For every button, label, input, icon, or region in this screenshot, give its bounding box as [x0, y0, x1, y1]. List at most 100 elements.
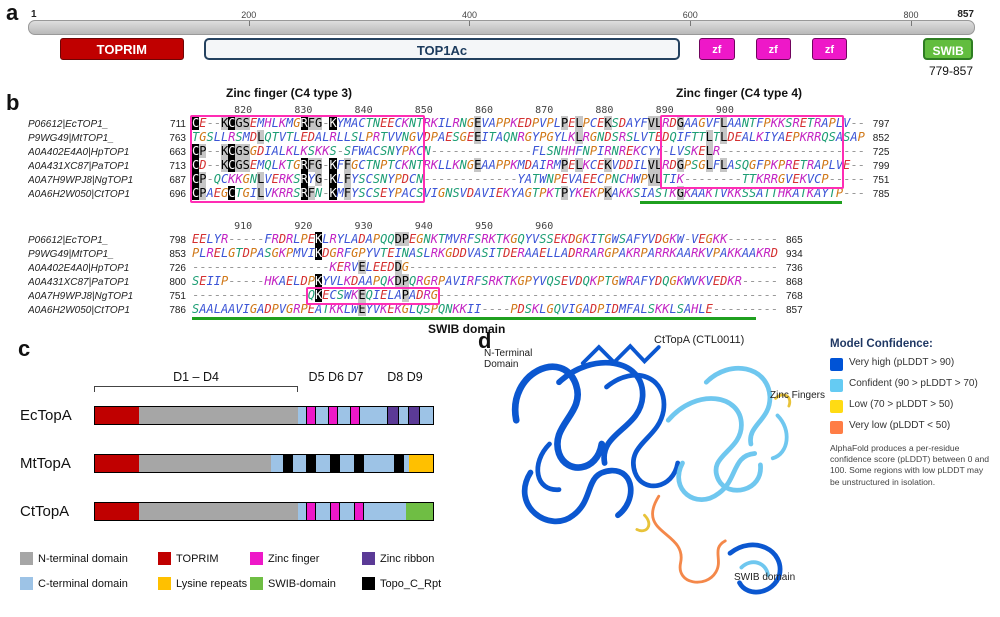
residue: K: [220, 158, 229, 172]
residue: -: [727, 144, 735, 158]
residue: Y: [517, 172, 525, 186]
segment-toprim: [95, 503, 139, 520]
residue: V: [481, 116, 489, 130]
residue: V: [640, 130, 648, 144]
residue: L: [206, 232, 214, 246]
confidence-label: Confident (90 > pLDDT > 70): [849, 378, 978, 389]
residue: P: [365, 130, 373, 144]
residue: E: [322, 288, 330, 302]
residue: S: [626, 130, 634, 144]
residue: K: [510, 158, 518, 172]
residue: N: [459, 158, 467, 172]
segment-zf: [306, 407, 317, 424]
residue: -: [741, 274, 750, 288]
residue: E: [474, 158, 482, 172]
residue: L: [271, 158, 279, 172]
residue: -: [683, 172, 692, 186]
residue: R: [763, 172, 771, 186]
residue: -: [495, 172, 504, 186]
residue: D: [611, 302, 619, 316]
residue: H: [626, 172, 634, 186]
segment-toprim: [95, 455, 139, 472]
residue: P: [560, 116, 569, 130]
residue: W: [358, 144, 366, 158]
residue: E: [474, 130, 482, 144]
residue: -: [741, 144, 750, 158]
residue: S: [828, 130, 836, 144]
residue: -: [228, 260, 236, 274]
residue: F: [474, 274, 482, 288]
residue: R: [278, 186, 287, 200]
end-number: 785: [872, 189, 890, 200]
residue: A: [409, 288, 417, 302]
residue: -: [307, 260, 315, 274]
residue: D: [604, 130, 612, 144]
residue: E: [553, 232, 561, 246]
residue: L: [336, 130, 344, 144]
residue: V: [560, 302, 569, 316]
residue: N: [372, 116, 381, 130]
residue: -: [452, 260, 460, 274]
residue: -: [741, 232, 750, 246]
residue: D: [524, 158, 533, 172]
residue: L: [705, 144, 713, 158]
alignment-row: A0A402E4A0|HpTOP1 663 CP--KCGSGDIALKLKSKKS…: [28, 144, 983, 158]
residue: -: [604, 260, 612, 274]
residue: T: [691, 130, 699, 144]
residue: E: [698, 232, 706, 246]
residue: G: [286, 302, 294, 316]
residue: -: [495, 288, 504, 302]
residue: -: [459, 260, 467, 274]
residue: L: [655, 172, 663, 186]
start-number: 763: [169, 133, 186, 144]
residue: -: [568, 260, 576, 274]
residue: -: [814, 144, 822, 158]
residue: -: [206, 116, 214, 130]
residue: K: [589, 274, 598, 288]
confidence-swatch: [830, 358, 843, 371]
residue: N: [611, 144, 619, 158]
residue: A: [437, 130, 446, 144]
residue: E: [734, 130, 742, 144]
residue: E: [307, 232, 315, 246]
residue: T: [662, 172, 670, 186]
residue: L: [640, 158, 648, 172]
residue: K: [676, 172, 684, 186]
residue: K: [604, 158, 612, 172]
residue: E: [380, 116, 388, 130]
residue: Y: [213, 232, 221, 246]
residue: G: [676, 158, 684, 172]
residue: T: [828, 186, 836, 200]
residue: S: [307, 144, 315, 158]
residue: G: [220, 186, 229, 200]
residue: E: [792, 172, 800, 186]
residue: L: [445, 116, 453, 130]
residue: V: [647, 158, 655, 172]
residue: E: [213, 186, 221, 200]
residue: V: [691, 274, 699, 288]
residue: D: [300, 274, 308, 288]
residue: I: [213, 274, 221, 288]
residue: K: [633, 144, 641, 158]
legend-label: Lysine repeats: [176, 577, 248, 590]
legend-item-zf: Zinc finger: [250, 552, 362, 565]
residue: K: [220, 144, 229, 158]
residue: G: [235, 144, 243, 158]
residue: E: [372, 260, 381, 274]
residue: D: [387, 260, 395, 274]
residue: D: [575, 274, 583, 288]
residue: P: [199, 172, 207, 186]
residue: P: [821, 172, 829, 186]
residue: A: [734, 116, 742, 130]
residue: D: [655, 274, 663, 288]
scale-tick-label: 800: [903, 10, 919, 20]
end-number: 725: [872, 147, 890, 158]
residue: -: [430, 144, 438, 158]
zinc-finger-c4-type4-title: Zinc finger (C4 type 4): [676, 86, 803, 100]
residue: L: [343, 130, 352, 144]
residue: -: [474, 144, 482, 158]
residue: V: [278, 130, 287, 144]
residue: N: [582, 144, 590, 158]
residue: -: [582, 260, 590, 274]
residue: -: [495, 302, 504, 316]
